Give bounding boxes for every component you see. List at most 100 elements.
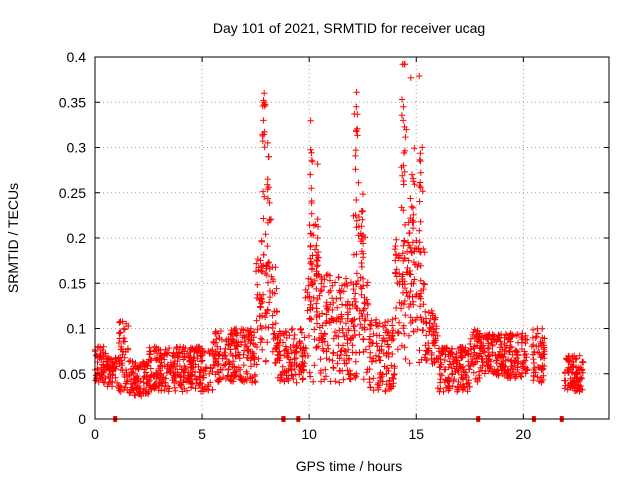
data-point	[305, 332, 313, 340]
data-point	[485, 367, 492, 375]
data-point	[561, 369, 569, 377]
data-point	[440, 388, 447, 395]
data-point	[192, 385, 199, 392]
data-point	[402, 355, 409, 363]
data-point	[272, 264, 279, 271]
data-point	[569, 384, 577, 391]
data-point	[510, 371, 518, 378]
data-point	[336, 379, 343, 386]
data-point	[189, 379, 197, 387]
data-point	[402, 133, 409, 141]
data-point	[409, 217, 416, 224]
data-point	[445, 375, 452, 382]
data-point	[517, 372, 524, 380]
data-point	[129, 380, 137, 387]
data-point	[401, 238, 408, 245]
data-point	[287, 344, 294, 351]
data-point	[401, 221, 409, 229]
data-point	[349, 349, 356, 356]
data-point	[569, 369, 576, 376]
y-tick-label: 0.4	[67, 49, 87, 65]
data-point	[127, 389, 134, 396]
data-point	[355, 213, 363, 221]
data-point	[442, 384, 450, 391]
data-point	[381, 363, 388, 370]
data-point	[498, 361, 506, 368]
data-point	[259, 262, 267, 270]
data-point	[318, 310, 326, 317]
data-point	[364, 279, 371, 286]
data-point	[518, 345, 526, 353]
data-point	[314, 160, 321, 168]
data-point	[430, 320, 438, 328]
data-point	[389, 327, 397, 334]
data-point	[382, 387, 389, 394]
data-point	[480, 348, 487, 355]
data-point	[333, 314, 341, 321]
data-point	[335, 273, 342, 281]
data-point	[355, 179, 362, 186]
data-point	[168, 362, 176, 369]
data-point	[230, 373, 238, 381]
data-point	[508, 357, 515, 364]
data-point	[401, 254, 408, 262]
data-point	[423, 356, 431, 364]
data-point	[307, 171, 314, 178]
data-point	[470, 344, 477, 352]
data-point	[495, 372, 502, 379]
data-point	[115, 355, 122, 362]
data-point	[299, 375, 307, 382]
data-point	[151, 343, 158, 350]
data-point	[530, 366, 537, 374]
data-point	[330, 299, 337, 307]
data-point	[309, 158, 316, 165]
data-point	[159, 380, 166, 387]
data-point	[404, 239, 412, 246]
data-point	[383, 370, 390, 377]
data-point	[362, 315, 369, 323]
data-point	[271, 290, 278, 297]
data-point	[153, 344, 160, 351]
data-point	[248, 332, 255, 339]
data-point	[507, 358, 514, 365]
data-point	[103, 358, 111, 366]
data-point	[401, 123, 408, 131]
data-point	[400, 181, 407, 188]
data-point	[329, 282, 336, 289]
data-point	[366, 379, 373, 386]
data-point	[394, 328, 402, 335]
data-point	[199, 374, 206, 381]
data-point	[318, 273, 325, 281]
data-point	[359, 216, 366, 223]
data-point	[242, 341, 249, 349]
data-point	[347, 370, 354, 377]
data-point	[116, 335, 123, 342]
data-point	[443, 344, 451, 352]
data-point	[259, 346, 266, 353]
data-point	[447, 353, 454, 360]
data-point	[448, 349, 455, 356]
data-point	[317, 378, 325, 385]
data-point	[417, 169, 424, 176]
data-point	[356, 349, 363, 356]
data-point	[119, 351, 126, 358]
data-point	[313, 305, 320, 312]
data-point	[428, 307, 435, 315]
data-point	[261, 101, 268, 108]
data-point	[115, 383, 122, 391]
data-point	[170, 352, 177, 360]
data-point	[308, 281, 316, 289]
data-point	[274, 334, 281, 341]
data-point	[259, 188, 267, 195]
data-point	[264, 175, 271, 183]
data-point	[182, 345, 189, 352]
data-point	[314, 234, 321, 242]
data-point	[117, 318, 124, 325]
data-point	[301, 334, 308, 341]
data-point	[437, 385, 444, 392]
data-point	[453, 350, 460, 357]
data-point	[330, 335, 337, 342]
data-point	[281, 378, 288, 385]
data-point	[265, 299, 273, 306]
data-point	[262, 358, 269, 365]
